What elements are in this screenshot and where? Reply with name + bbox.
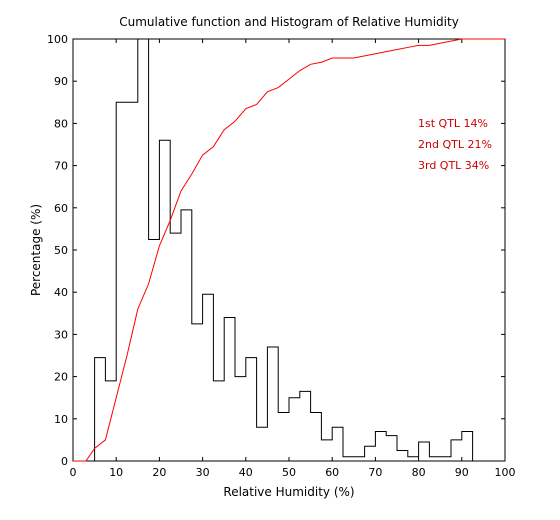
histogram-bin bbox=[321, 440, 332, 461]
histogram-bin bbox=[289, 398, 300, 461]
histogram-bin bbox=[462, 431, 473, 461]
histogram-bin bbox=[354, 457, 365, 461]
y-axis-label: Percentage (%) bbox=[29, 204, 43, 296]
histogram-bin bbox=[451, 440, 462, 461]
histogram-bin bbox=[192, 324, 203, 461]
x-tick-label: 0 bbox=[70, 466, 77, 479]
histogram-bin bbox=[343, 457, 354, 461]
histogram-bin bbox=[419, 442, 430, 461]
histogram-bin bbox=[386, 436, 397, 461]
histogram-bin bbox=[365, 446, 376, 461]
histogram-bin bbox=[267, 347, 278, 461]
quantile-annotations: 1st QTL 14% 2nd QTL 21% 3rd QTL 34% bbox=[418, 117, 492, 172]
x-tick-label: 70 bbox=[368, 466, 382, 479]
y-tick-label: 30 bbox=[54, 328, 68, 341]
cumulative-line bbox=[85, 38, 505, 462]
histogram-bin bbox=[408, 457, 419, 461]
x-tick-label: 10 bbox=[109, 466, 123, 479]
chart-title: Cumulative function and Histogram of Rel… bbox=[119, 15, 459, 29]
histogram-bin bbox=[213, 381, 224, 461]
histogram-bin bbox=[429, 457, 440, 461]
histogram-bin bbox=[105, 381, 116, 461]
quantile-annotation: 2nd QTL 21% bbox=[418, 138, 492, 151]
y-tick-label: 90 bbox=[54, 75, 68, 88]
histogram-bin bbox=[300, 391, 311, 461]
y-tick-label: 100 bbox=[47, 33, 68, 46]
x-tick-label: 60 bbox=[325, 466, 339, 479]
histogram-bin bbox=[257, 427, 268, 461]
histogram-bin bbox=[95, 358, 106, 461]
y-tick-label: 10 bbox=[54, 413, 68, 426]
histogram-bin bbox=[224, 318, 235, 461]
y-tick-label: 20 bbox=[54, 371, 68, 384]
histogram-bin bbox=[159, 140, 170, 461]
x-tick-label: 20 bbox=[152, 466, 166, 479]
histogram-bin bbox=[397, 450, 408, 461]
y-tick-label: 0 bbox=[61, 455, 68, 468]
y-axis-ticks: 0 10 20 30 40 50 60 70 80 90 100 bbox=[47, 33, 505, 468]
histogram-bin bbox=[278, 412, 289, 461]
x-axis-ticks: 0 10 20 30 40 50 60 70 80 90 100 bbox=[70, 39, 516, 479]
histogram-bin bbox=[375, 431, 386, 461]
histogram-bin bbox=[311, 412, 322, 461]
histogram-bin bbox=[116, 102, 127, 461]
histogram-bin bbox=[203, 294, 214, 461]
histogram-bin bbox=[127, 102, 138, 461]
histogram-outline bbox=[94, 38, 474, 461]
quantile-annotation: 3rd QTL 34% bbox=[418, 159, 489, 172]
histogram-bin bbox=[332, 427, 343, 461]
y-tick-label: 80 bbox=[54, 117, 68, 130]
histogram-bin bbox=[138, 39, 149, 461]
y-tick-label: 40 bbox=[54, 286, 68, 299]
histogram-bin bbox=[149, 239, 160, 461]
histogram-series bbox=[94, 38, 474, 461]
histogram-bin bbox=[235, 377, 246, 461]
y-tick-label: 60 bbox=[54, 202, 68, 215]
x-tick-label: 30 bbox=[196, 466, 210, 479]
histogram-bin bbox=[440, 457, 451, 461]
x-tick-label: 90 bbox=[455, 466, 469, 479]
x-axis-label: Relative Humidity (%) bbox=[223, 485, 354, 499]
x-tick-label: 40 bbox=[239, 466, 253, 479]
quantile-annotation: 1st QTL 14% bbox=[418, 117, 488, 130]
x-tick-label: 100 bbox=[495, 466, 516, 479]
histogram-bin bbox=[246, 358, 257, 461]
y-tick-label: 70 bbox=[54, 160, 68, 173]
y-tick-label: 50 bbox=[54, 244, 68, 257]
x-tick-label: 80 bbox=[412, 466, 426, 479]
histogram-bin bbox=[170, 233, 181, 461]
cumulative-series bbox=[73, 38, 505, 462]
histogram-bin bbox=[181, 210, 192, 461]
x-tick-label: 50 bbox=[282, 466, 296, 479]
